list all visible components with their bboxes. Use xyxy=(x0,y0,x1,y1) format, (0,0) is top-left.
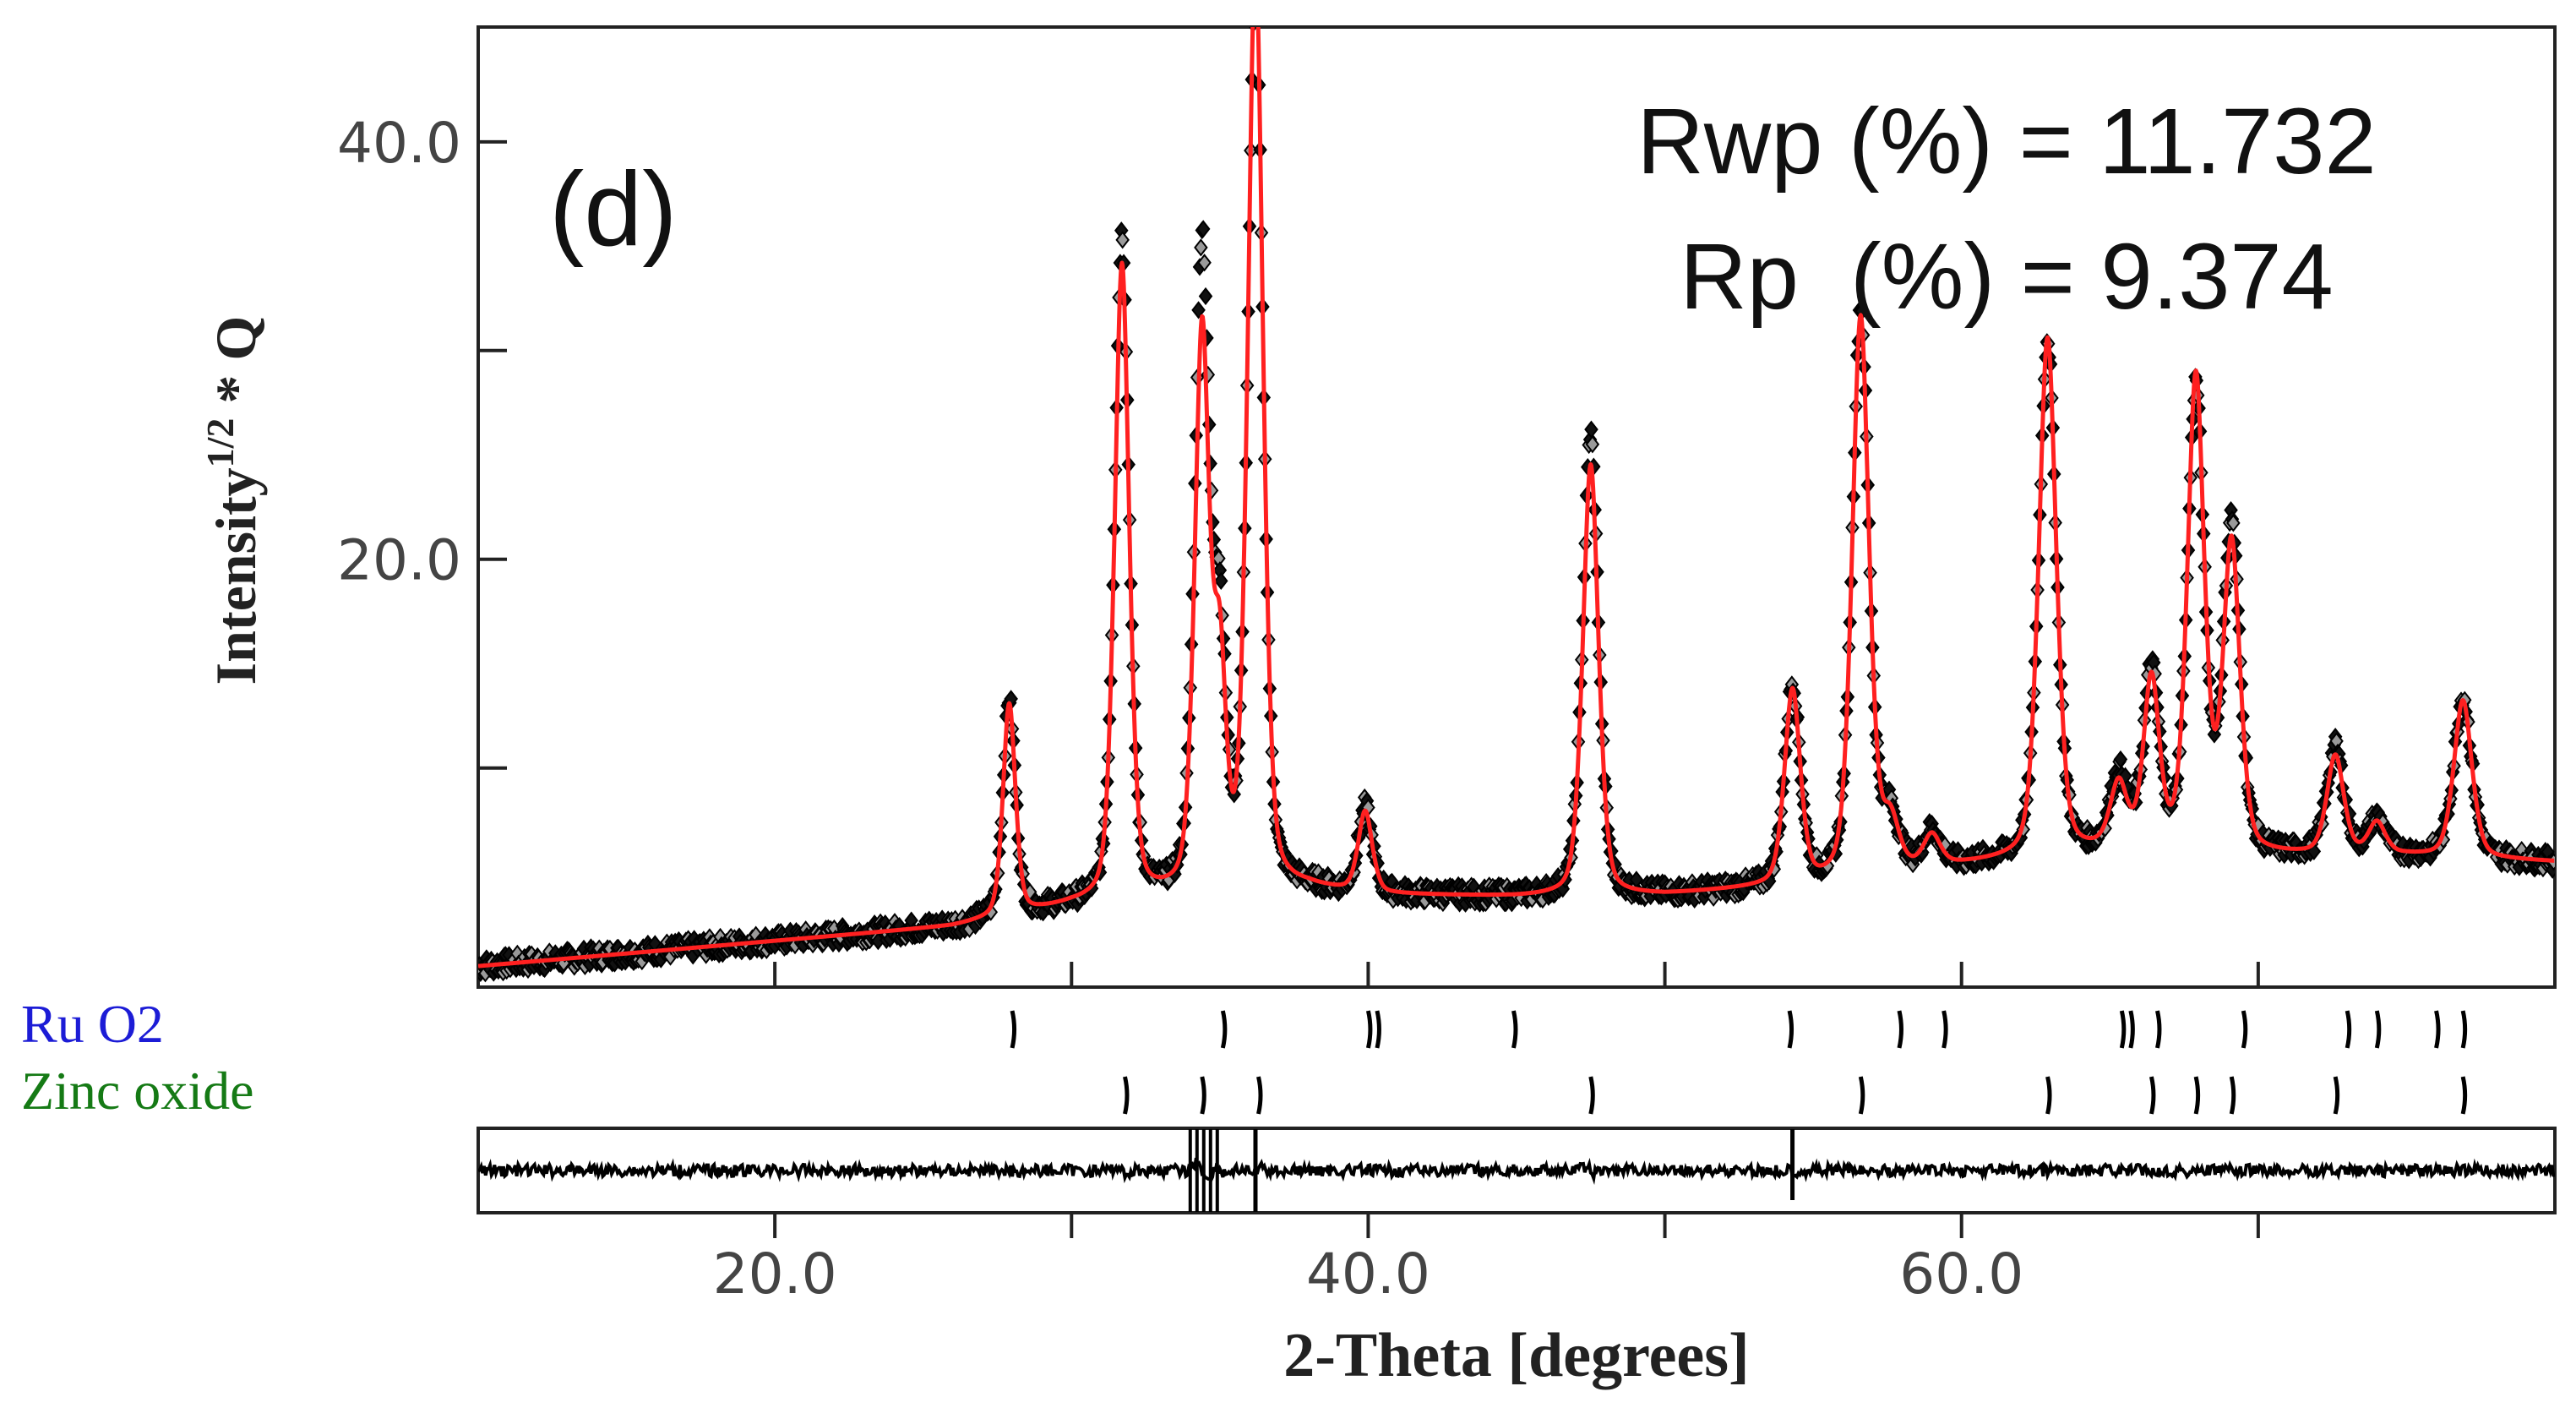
reflection-tick xyxy=(2149,1076,2156,1115)
observed-point xyxy=(1249,0,1261,4)
observed-point xyxy=(1227,785,1241,804)
reflection-tick xyxy=(1897,1010,1903,1049)
reflection-tick xyxy=(2460,1076,2468,1115)
y-axis-title-main: Intensity xyxy=(204,467,268,685)
x-tick-label: 60.0 xyxy=(1899,1242,2023,1307)
reflection-tick xyxy=(1220,1010,1228,1049)
reflection-tick xyxy=(1010,1010,1017,1049)
observed-point xyxy=(1194,238,1208,257)
main-plot-frame xyxy=(477,25,2557,989)
reflection-tick xyxy=(1511,1010,1518,1049)
reflection-tick xyxy=(2345,1010,2352,1049)
x-tick-label: 40.0 xyxy=(1306,1242,1430,1307)
observed-point xyxy=(1585,435,1600,454)
reflection-tick xyxy=(2333,1076,2340,1115)
reflection-tick xyxy=(2193,1076,2201,1115)
x-axis: 20.0 40.0 60.0 xyxy=(713,962,2260,1307)
rp-stat: Rp (%) = 9.374 xyxy=(1680,225,2333,329)
rwp-stat: Rwp (%) = 11.732 xyxy=(1637,90,2376,194)
reflection-tick xyxy=(1123,1076,1130,1115)
reflection-tick xyxy=(1200,1076,1206,1115)
reflection-tick xyxy=(2241,1010,2248,1049)
reflection-tick xyxy=(2460,1010,2468,1049)
difference-curve xyxy=(478,1157,2555,1185)
reflection-tick xyxy=(2119,1010,2127,1049)
reflection-tick xyxy=(1588,1076,1595,1115)
y-axis: 20.0 40.0 xyxy=(337,111,507,770)
x-tick-label: 20.0 xyxy=(713,1242,837,1307)
y-axis-title-superscript: 1/2 xyxy=(199,418,242,468)
zinc-oxide-reflection-ticks xyxy=(1123,1076,2468,1115)
reflection-tick xyxy=(1256,1076,1263,1115)
observed-point xyxy=(1191,301,1206,319)
reflection-tick xyxy=(1375,1010,1381,1049)
x-axis-title: 2-Theta [degrees] xyxy=(1283,1321,1749,1390)
y-axis-title: Intensity1/2 * Q xyxy=(199,316,268,685)
reflection-tick xyxy=(1942,1010,1948,1049)
observed-point xyxy=(1213,571,1228,591)
panel-label: (d) xyxy=(549,151,678,268)
ru-o2-reflection-ticks xyxy=(1010,1010,2468,1049)
reflection-tick xyxy=(2434,1010,2441,1049)
observed-point xyxy=(1250,0,1262,2)
phase-label-zinc-oxide: Zinc oxide xyxy=(21,1061,253,1121)
reflection-tick xyxy=(1365,1010,1373,1049)
phase-label-ru-o2: Ru O2 xyxy=(21,994,164,1054)
reflection-tick xyxy=(2045,1076,2052,1115)
reflection-tick xyxy=(1858,1076,1865,1115)
y-axis-title-tail: * Q xyxy=(204,316,268,418)
y-tick-label: 20.0 xyxy=(337,528,461,593)
observed-point xyxy=(1115,231,1130,249)
observed-point xyxy=(2207,725,2222,744)
reflection-tick xyxy=(2229,1076,2236,1115)
reflection-tick xyxy=(1787,1010,1794,1049)
reflection-tick xyxy=(2128,1010,2135,1049)
observed-point xyxy=(1195,220,1211,238)
observed-point xyxy=(1197,254,1212,272)
reflection-tick xyxy=(2155,1010,2162,1049)
observed-point xyxy=(2226,514,2241,532)
reflection-tick xyxy=(2374,1010,2382,1049)
y-tick-label: 40.0 xyxy=(337,111,461,176)
observed-point xyxy=(1198,287,1213,306)
